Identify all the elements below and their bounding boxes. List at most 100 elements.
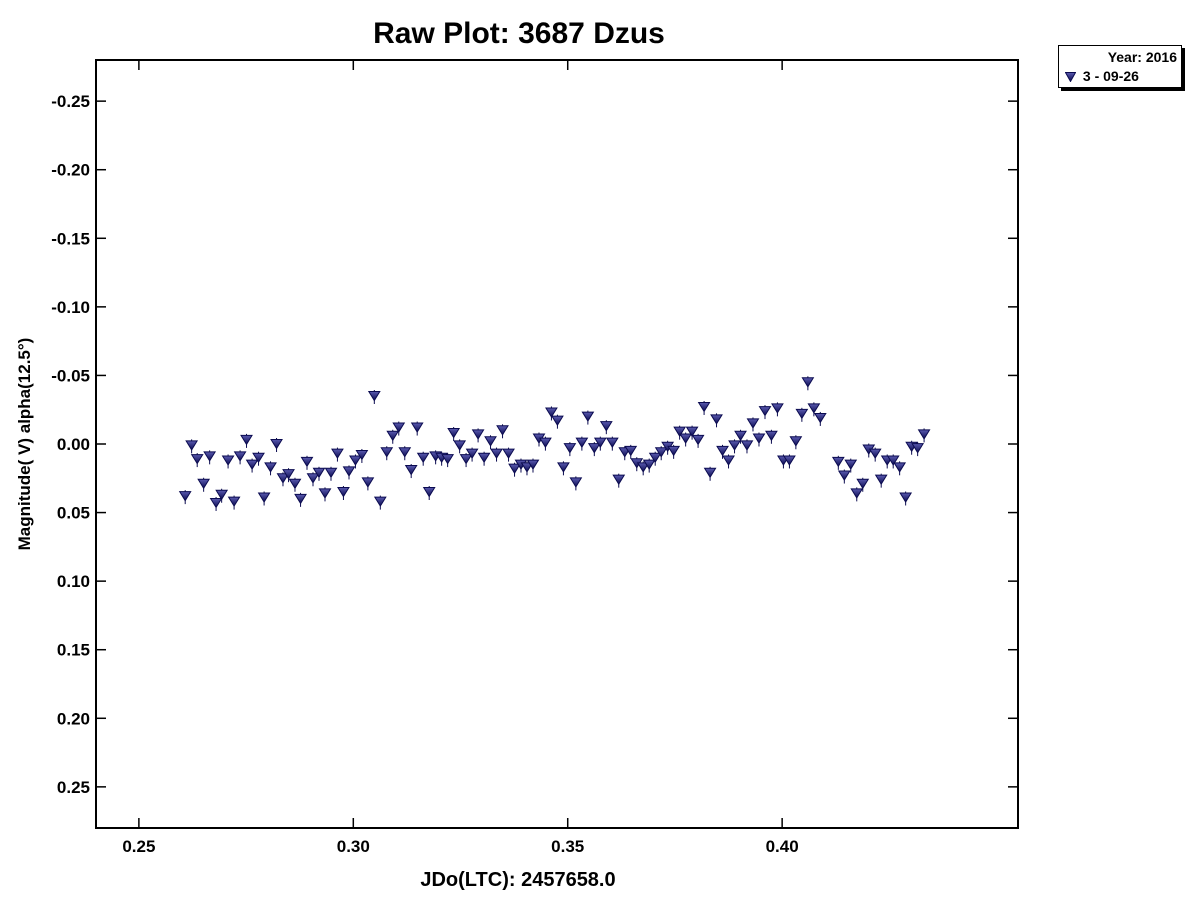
data-point [722,455,735,466]
data-point [673,426,687,438]
x-tick-label: 0.25 [122,837,155,856]
data-point [703,467,717,479]
legend: Year: 2016 3 - 09-26 [1058,45,1182,88]
data-point [599,421,613,432]
y-tick-label: 0.10 [57,572,90,591]
data-point [545,407,558,418]
data-point [874,474,888,486]
data-point [605,437,619,449]
data-point [294,493,307,505]
data-point [245,459,259,471]
data-point [685,426,699,438]
data-point [697,401,711,413]
data-point [734,430,747,442]
data-point [539,437,552,449]
data-point [416,452,430,464]
data-point [197,478,211,490]
data-point [398,447,412,458]
data-point [190,454,204,465]
data-point [496,425,509,436]
axis-ticks [96,60,1018,828]
data-point [771,403,784,414]
data-point [361,477,375,488]
data-point [178,491,192,502]
data-point [453,440,467,451]
data-point [300,456,314,468]
data-point [349,455,362,466]
data-point [844,459,858,471]
data-point [477,452,491,464]
data-point [917,429,931,440]
data-point [789,436,803,447]
data-point [899,492,913,503]
data-point [679,433,693,444]
data-point [526,459,540,471]
x-tick-label: 0.35 [551,837,584,856]
data-point [911,443,925,454]
y-tick-label: 0.20 [57,709,90,728]
data-point [264,462,277,473]
data-point [502,448,515,460]
data-point [215,489,229,501]
down-triangle-icon [1064,68,1079,84]
data-point [667,445,681,457]
data-point [459,454,473,465]
x-tick-label: 0.30 [337,837,370,856]
data-point [373,496,387,508]
data-point [758,406,772,417]
data-point [355,449,369,461]
y-tick-labels: -0.25 -0.20 -0.15 -0.10 -0.05 0.00 0.05 0.10 0.1… [51,92,90,797]
x-tick-label: 0.40 [766,837,799,856]
y-tick-label: 0.25 [57,778,90,797]
chart-title: Raw Plot: 3687 Dzus [373,17,665,50]
data-point [746,418,760,429]
data-point [563,443,577,454]
data-point [508,463,521,475]
x-axis-label: JDo(LTC): 2457658.0 [420,869,615,891]
data-point [575,437,589,449]
data-point [252,452,265,464]
data-point [783,455,796,466]
data-point [868,448,882,460]
data-point [203,451,217,462]
y-tick-label: -0.10 [51,298,90,317]
data-point [465,448,479,460]
data-point [447,428,461,439]
data-point [484,436,497,447]
data-point [288,478,302,490]
data-point [856,478,870,490]
data-point [648,452,662,464]
data-point [813,412,827,424]
data-point [642,459,656,471]
y-tick-label: -0.20 [51,161,90,180]
data-point [422,487,436,498]
data-point [765,430,778,442]
data-point [367,391,381,402]
data-point [850,488,864,499]
data-point [233,451,247,462]
data-point [593,437,607,449]
data-point [392,422,406,434]
data-point [581,411,595,423]
data-point [270,439,283,450]
legend-entry: 3 - 09-26 [1064,68,1139,84]
data-point [831,456,845,468]
data-point [654,447,668,458]
data-point [587,443,601,454]
data-point [441,454,455,465]
data-point [318,488,332,499]
data-point [551,415,564,427]
data-point [331,448,344,460]
data-point [306,473,320,484]
y-tick-label: -0.05 [51,366,90,385]
data-point [740,440,754,451]
data-point [337,487,350,498]
data-point [209,497,223,509]
data-point [691,434,705,446]
data-point [404,465,418,476]
y-tick-label: -0.25 [51,92,90,111]
legend-title: Year: 2016 [1107,49,1177,65]
data-point [342,466,356,477]
data-point [569,477,583,488]
